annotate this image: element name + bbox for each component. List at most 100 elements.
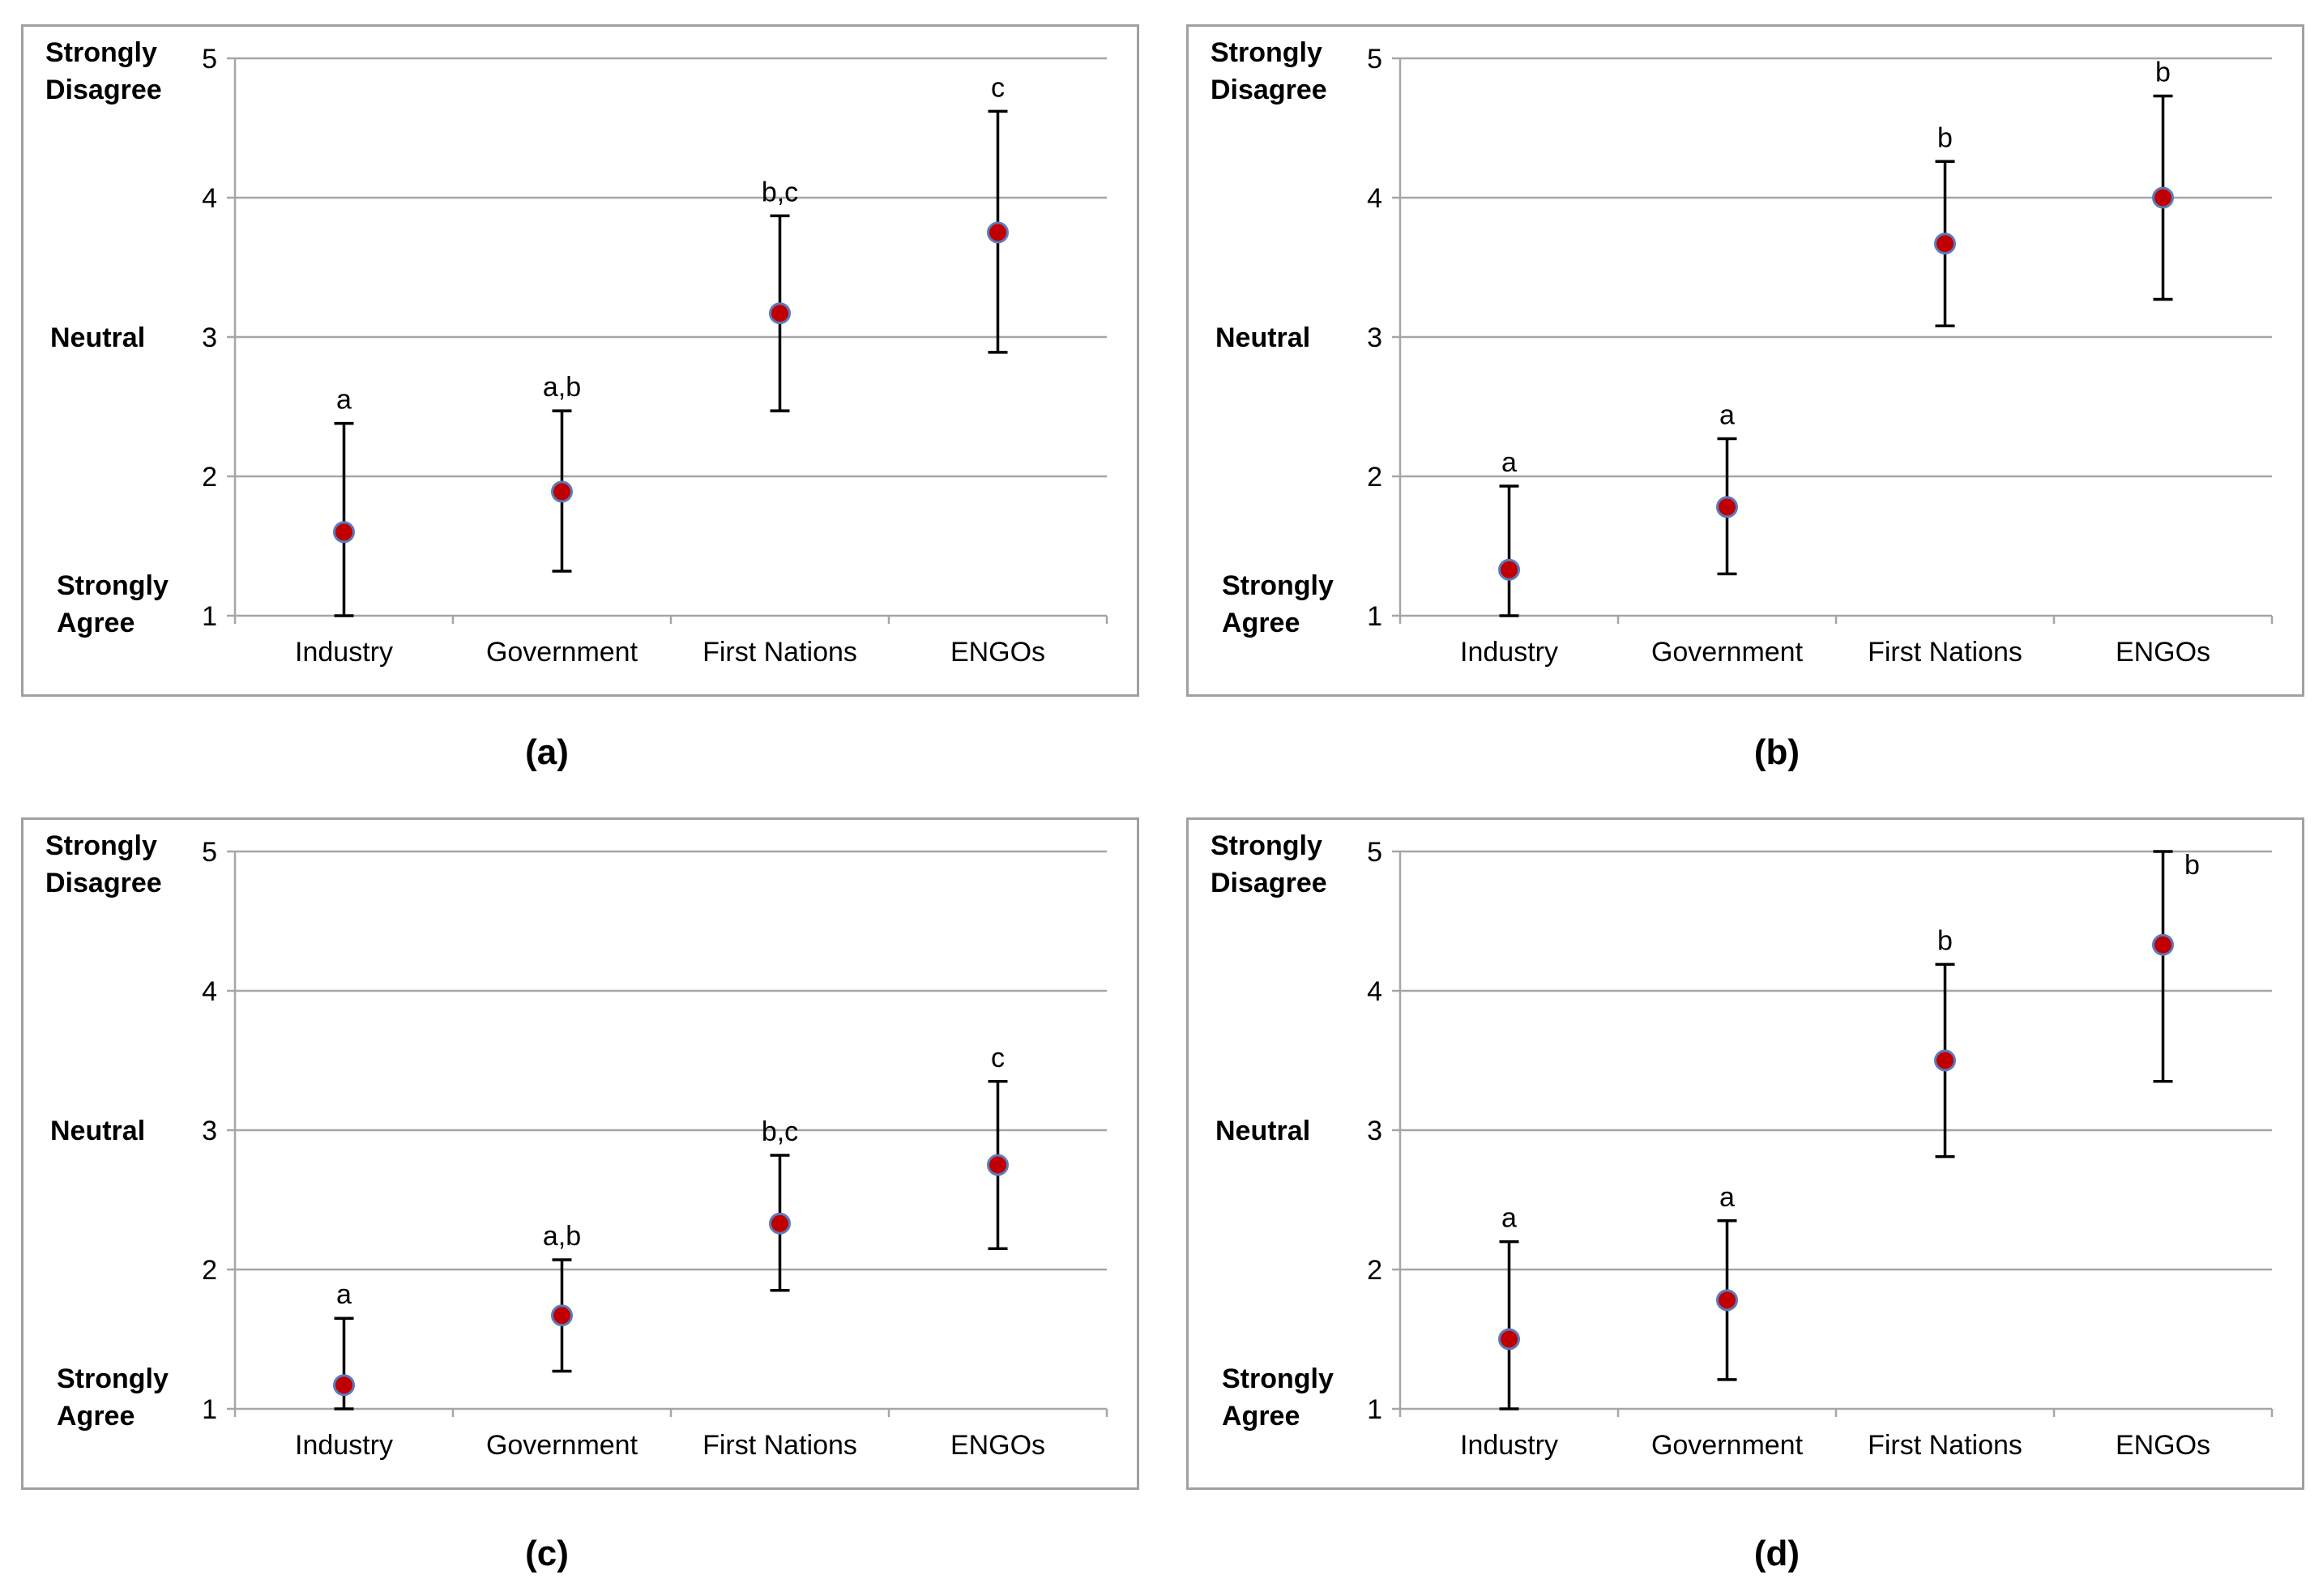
data-point [2152, 186, 2174, 209]
significance-letter: a,b [543, 372, 581, 403]
chart-svg: 1 2 3 4 5 Strongly Disagree Neutral Strongly Agre… [1186, 24, 2304, 697]
y-anchor-line: Disagree [1211, 75, 1327, 105]
y-anchor-line: Agree [57, 1401, 135, 1432]
x-category-label: Industry [295, 1430, 393, 1461]
y-anchor-line: Strongly [45, 37, 157, 68]
y-anchor-label-top: Strongly Disagree [45, 830, 162, 898]
y-anchor-label-top: Strongly Disagree [1211, 37, 1327, 105]
x-category-label: First Nations [1868, 1430, 2022, 1461]
significance-letter: b,c [762, 177, 798, 207]
x-category-label: Industry [1460, 1430, 1558, 1461]
chart-frame [1186, 817, 2304, 1490]
y-tick-label: 2 [202, 462, 217, 493]
y-anchor-line: Agree [1222, 1401, 1300, 1432]
data-point [1716, 496, 1738, 518]
x-category-label: First Nations [1868, 637, 2022, 668]
x-category-label: Industry [295, 637, 393, 668]
significance-letter: a [1501, 1203, 1517, 1234]
y-tick-label: 1 [202, 1394, 217, 1425]
y-tick-label: 3 [202, 322, 217, 353]
data-point [1498, 1328, 1520, 1351]
chart-svg: 1 2 3 4 5 Strongly Disagree Neutral Strongly Agre… [1186, 817, 2304, 1490]
chart-panel-b: 1 2 3 4 5 Strongly Disagree Neutral Strongly Agre… [1186, 24, 2304, 697]
x-category-label: ENGOs [2116, 637, 2210, 668]
data-point [551, 1304, 573, 1327]
y-tick-label: 5 [1367, 44, 1382, 75]
y-anchor-line: Strongly [1211, 830, 1322, 861]
y-tick-label: 5 [1367, 837, 1382, 868]
y-tick-label: 4 [1367, 976, 1382, 1007]
panel-label-b: (b) [1753, 732, 1800, 772]
significance-letter: a [1719, 400, 1735, 431]
y-anchor-label-bottom: Strongly Agree [1222, 1363, 1334, 1432]
y-tick-label: 5 [202, 837, 217, 868]
significance-letter: a [336, 1279, 352, 1310]
y-anchor-line: Strongly [1222, 570, 1334, 601]
significance-letter: b,c [762, 1116, 798, 1147]
data-point [769, 302, 791, 325]
y-anchor-label-top: Strongly Disagree [1211, 830, 1327, 898]
y-tick-label: 4 [202, 183, 217, 214]
y-anchor-label-mid: Neutral [1215, 322, 1310, 353]
chart-panel-d: 1 2 3 4 5 Strongly Disagree Neutral Strongly Agre… [1186, 817, 2304, 1490]
x-category-label: Government [486, 637, 638, 668]
y-anchor-label-bottom: Strongly Agree [57, 570, 169, 638]
y-tick-label: 1 [202, 601, 217, 632]
y-tick-label: 2 [1367, 462, 1382, 493]
significance-letter: a,b [543, 1221, 581, 1252]
y-anchor-label-mid: Neutral [50, 322, 145, 353]
y-anchor-line: Strongly [57, 1363, 169, 1394]
x-category-label: ENGOs [950, 637, 1045, 668]
y-tick-label: 2 [202, 1255, 217, 1286]
y-anchor-label-mid: Neutral [50, 1116, 145, 1146]
y-anchor-line: Disagree [45, 868, 162, 898]
data-point [769, 1212, 791, 1235]
significance-letter: a [1501, 447, 1517, 478]
y-anchor-line: Disagree [45, 75, 162, 105]
y-anchor-line: Agree [1222, 608, 1300, 638]
y-tick-label: 1 [1367, 601, 1382, 632]
data-point [1934, 233, 1956, 255]
data-point [333, 521, 355, 544]
panel-label-a: (a) [525, 732, 569, 772]
y-anchor-line: Strongly [57, 570, 169, 601]
data-point [1716, 1289, 1738, 1312]
chart-svg: 1 2 3 4 5 Strongly Disagree Neutral Strongly Agre… [21, 817, 1139, 1490]
data-point [987, 221, 1009, 244]
data-point [551, 480, 573, 503]
x-category-label: ENGOs [950, 1430, 1045, 1461]
significance-letter: a [336, 385, 352, 416]
data-point [1934, 1049, 1956, 1072]
y-tick-label: 4 [1367, 183, 1382, 214]
significance-letter: a [1719, 1182, 1735, 1213]
x-category-label: First Nations [702, 1430, 857, 1461]
y-anchor-label-bottom: Strongly Agree [1222, 570, 1334, 638]
y-tick-label: 2 [1367, 1255, 1382, 1286]
data-point [1498, 558, 1520, 581]
y-anchor-line: Strongly [1211, 37, 1322, 68]
y-tick-label: 4 [202, 976, 217, 1007]
y-anchor-label-top: Strongly Disagree [45, 37, 162, 105]
y-tick-label: 5 [202, 44, 217, 75]
chart-frame [1186, 24, 2304, 697]
y-anchor-label-mid: Neutral [1215, 1116, 1310, 1146]
y-tick-label: 3 [202, 1116, 217, 1146]
data-point [987, 1154, 1009, 1176]
x-category-label: Government [1651, 1430, 1804, 1461]
significance-letter: b [2184, 850, 2200, 881]
data-point [333, 1374, 355, 1397]
y-anchor-label-bottom: Strongly Agree [57, 1363, 169, 1432]
significance-letter: b [1937, 122, 1953, 153]
panel-label-d: (d) [1753, 1534, 1800, 1573]
significance-letter: c [991, 72, 1005, 103]
significance-letter: c [991, 1043, 1005, 1073]
y-anchor-line: Disagree [1211, 868, 1327, 898]
y-tick-label: 3 [1367, 1116, 1382, 1146]
y-anchor-line: Strongly [45, 830, 157, 861]
chart-frame [21, 24, 1139, 697]
x-category-label: Government [1651, 637, 1804, 668]
significance-letter: b [2155, 57, 2171, 87]
chart-panel-a: 1 2 3 4 5 Strongly Disagree Neutral Strongly Agre… [21, 24, 1139, 697]
significance-letter: b [1937, 925, 1953, 956]
chart-frame [21, 817, 1139, 1490]
